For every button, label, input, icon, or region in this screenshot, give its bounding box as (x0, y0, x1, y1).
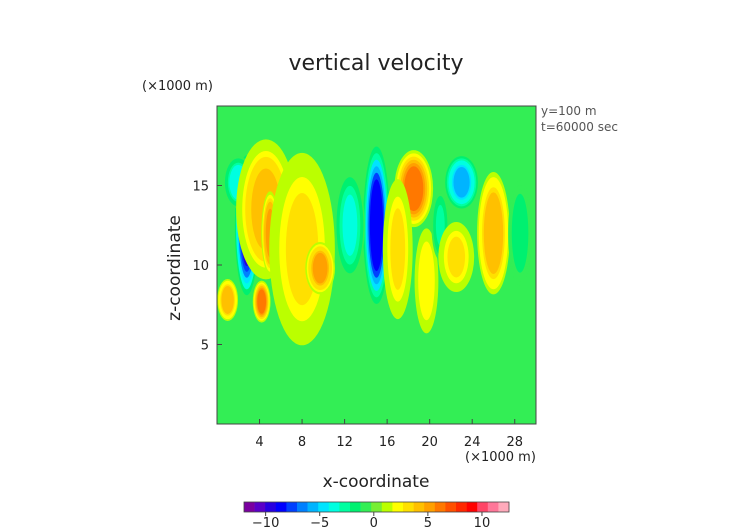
velocity-field (217, 106, 536, 424)
x-tick-label: 16 (379, 435, 396, 450)
colorbar-segment (466, 502, 478, 512)
colorbar-segment (487, 502, 499, 512)
colorbar-segment (445, 502, 457, 512)
colorbar-tick-label: 10 (474, 516, 491, 531)
field-contour-level (514, 202, 526, 264)
field-contour-level (222, 287, 233, 313)
y-axis-label: z-coordinate (165, 215, 185, 321)
y-tick-label: 10 (192, 259, 209, 274)
colorbar-segment (413, 502, 425, 512)
field-contour-level (453, 167, 470, 198)
colorbar-segment (297, 502, 308, 512)
x-tick-label: 8 (298, 435, 306, 450)
x-axis-ticks: 4 8 12 16 20 24 28 (255, 419, 523, 450)
colorbar-tick-label: −10 (252, 516, 279, 531)
field-contour-level (390, 208, 406, 290)
field-cell (438, 222, 475, 293)
field-contour-level (342, 194, 358, 256)
colorbar-ticks: −10 −5 0 5 10 (252, 512, 490, 531)
field-contour-level (369, 179, 384, 272)
annotation-time: t=60000 sec (541, 120, 618, 134)
colorbar-segment (244, 502, 255, 512)
field-contour-level (447, 236, 466, 278)
colorbar-segment (318, 502, 330, 512)
colorbar-segment (381, 502, 393, 512)
colorbar-segment (328, 502, 340, 512)
colorbar-tick-label: 0 (370, 516, 378, 531)
colorbar (243, 501, 510, 513)
x-tick-label: 4 (255, 435, 263, 450)
y-tick-label: 15 (192, 180, 209, 195)
colorbar-segment (275, 502, 287, 512)
colorbar-segment (371, 502, 383, 512)
colorbar-segment (424, 502, 436, 512)
field-cell (477, 172, 510, 295)
field-cell (414, 228, 439, 334)
field-cell (305, 241, 336, 295)
x-axis-unit: (×1000 m) (465, 450, 536, 465)
colorbar-frame (243, 501, 510, 513)
colorbar-tick-label: −5 (310, 516, 329, 531)
field-cell (217, 278, 239, 321)
field-cells (217, 139, 532, 346)
field-cell (335, 172, 365, 278)
x-tick-label: 12 (336, 435, 353, 450)
field-cell (508, 180, 532, 286)
colorbar-segment (360, 502, 372, 512)
x-tick-label: 28 (506, 435, 523, 450)
colorbar-segment (350, 502, 361, 512)
field-cell (382, 179, 413, 320)
colorbar-tick-label: 5 (424, 516, 432, 531)
field-cell (252, 280, 271, 323)
colorbar-segment (456, 502, 467, 512)
colorbar-segment (403, 502, 414, 512)
field-cell (445, 156, 478, 209)
colorbar-segment (392, 502, 404, 512)
y-tick-label: 5 (201, 339, 209, 354)
x-tick-label: 20 (421, 435, 438, 450)
field-contour-level (257, 289, 267, 314)
colorbar-segment (265, 502, 277, 512)
colorbar-segment (286, 502, 298, 512)
x-axis-label: x-coordinate (323, 472, 430, 492)
colorbar-segment (339, 502, 351, 512)
colorbar-segment (307, 502, 319, 512)
field-cell (363, 146, 390, 304)
field-contour-level (420, 250, 433, 312)
y-axis-ticks: 5 10 15 (192, 180, 222, 354)
colorbar-segment (434, 502, 446, 512)
colorbar-segment (254, 502, 266, 512)
field-contour-level (485, 197, 502, 269)
field-contour-level (312, 252, 328, 284)
colorbar-segment (477, 502, 489, 512)
x-tick-label: 24 (464, 435, 481, 450)
field-contour-level (404, 166, 424, 212)
colorbar-segment (498, 502, 510, 512)
chart-title: vertical velocity (288, 51, 463, 76)
y-axis-unit: (×1000 m) (142, 79, 213, 94)
annotation-y-position: y=100 m (541, 104, 597, 118)
